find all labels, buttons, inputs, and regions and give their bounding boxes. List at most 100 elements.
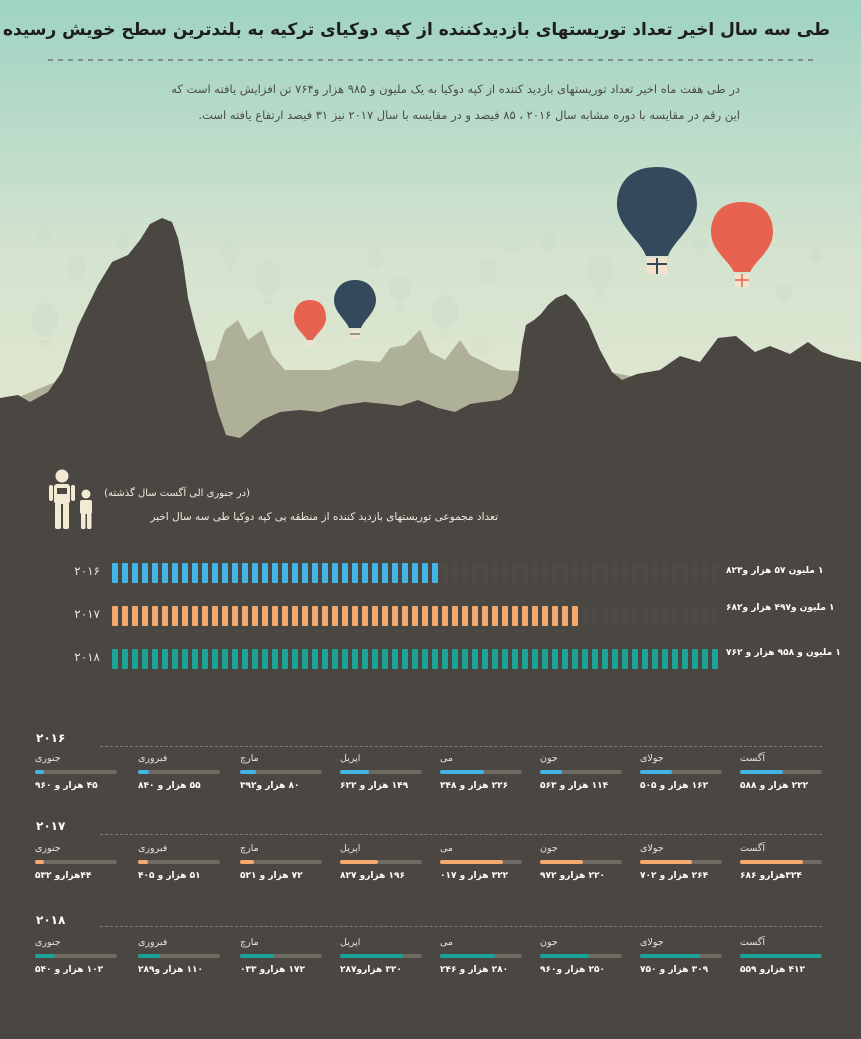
month-value-label: ۳۰۹ هزار و ۷۵۰	[640, 965, 709, 975]
intro-line-2: این رقم در مقایسه با دوره مشابه سال ۲۰۱۶…	[198, 108, 740, 122]
total-bar-segment-filled	[192, 606, 198, 626]
total-bar-segment-empty	[692, 606, 698, 626]
section-divider	[100, 746, 822, 747]
total-bar-segment-filled	[112, 563, 118, 583]
total-bar-segment-empty	[592, 606, 598, 626]
month-value-label: ۴۱۲ هزارو ۵۵۹	[740, 965, 805, 975]
month-bar	[540, 954, 589, 958]
total-bar-segment-filled	[352, 649, 358, 669]
total-bar-segment-filled	[422, 563, 428, 583]
total-bar-segment-empty	[682, 563, 688, 583]
total-bar-segment-filled	[542, 649, 548, 669]
total-bar-segment-filled	[232, 563, 238, 583]
month-name: اپریل	[340, 843, 361, 854]
month-value-label: ۴۵ هزار و ۹۶۰	[35, 781, 98, 791]
total-bar-segment-filled	[502, 649, 508, 669]
month-name: جنوری	[35, 843, 61, 854]
total-bar-segment-empty	[512, 563, 518, 583]
total-bar-segment-empty	[472, 563, 478, 583]
total-bar-segment-filled	[172, 563, 178, 583]
total-bar-segment-filled	[422, 606, 428, 626]
month-value-label: ۱۶۲ هزار و ۵۰۵	[640, 781, 709, 791]
total-bar-segment-filled	[482, 649, 488, 669]
month-bar-track	[540, 954, 622, 958]
total-bar-segment-filled	[432, 649, 438, 669]
total-bar-segment-filled	[322, 563, 328, 583]
small-navy-balloon	[334, 280, 376, 338]
month-name: فبروری	[138, 937, 168, 948]
total-bar-segment-filled	[152, 606, 158, 626]
section-divider	[100, 926, 822, 927]
total-bar-segment-filled	[622, 649, 628, 669]
total-bar-segment-empty	[532, 563, 538, 583]
total-year-label: ۲۰۱۷	[74, 607, 100, 621]
month-name: می	[440, 753, 454, 764]
total-bar-segment-filled	[312, 563, 318, 583]
month-bar	[440, 770, 484, 774]
month-item: جنوری ۱۰۲ هزار و ۵۴۰	[35, 937, 117, 981]
total-bar-segment-filled	[382, 563, 388, 583]
total-bar-segment-filled	[202, 606, 208, 626]
section-year-2017: ۲۰۱۷	[36, 819, 66, 833]
total-bar-segment-filled	[192, 649, 198, 669]
month-bar	[740, 770, 783, 774]
total-bar-segment-filled	[642, 649, 648, 669]
month-name: آگست	[740, 753, 765, 764]
month-name: می	[440, 937, 454, 948]
total-bar-segment-filled	[172, 606, 178, 626]
month-value-label: ۵۱ هزار و ۴۰۵	[138, 871, 201, 881]
month-item: می ۲۸۰ هزار و ۲۴۶	[440, 937, 522, 981]
month-bar	[440, 860, 503, 864]
total-bar-segment-filled	[242, 563, 248, 583]
month-value-label: ۱۴۹ هزار و ۶۲۲	[340, 781, 409, 791]
total-bar-segment-empty	[662, 606, 668, 626]
total-bar-segment-filled	[242, 649, 248, 669]
month-bar-track	[138, 860, 220, 864]
month-bar	[138, 954, 160, 958]
total-bar-segment-filled	[402, 563, 408, 583]
month-bar-track	[35, 954, 117, 958]
total-bar-segment-filled	[172, 649, 178, 669]
month-bar	[240, 860, 254, 864]
month-name: اپریل	[340, 937, 361, 948]
month-value-label: ۱۱۰ هزار و۲۸۹	[138, 965, 203, 975]
total-bar-segment-filled	[182, 606, 188, 626]
total-bar-segment-filled	[162, 649, 168, 669]
total-bar-segment-filled	[292, 563, 298, 583]
total-bar-segment-filled	[252, 563, 258, 583]
total-bar-segment-filled	[272, 606, 278, 626]
month-value-label: ۳۲۴هزارو ۶۸۶	[740, 871, 802, 881]
month-name: آگست	[740, 937, 765, 948]
month-bar-track	[240, 860, 322, 864]
total-bar-segment-empty	[582, 563, 588, 583]
total-bar-segment-filled	[372, 649, 378, 669]
total-bar-segment-empty	[442, 563, 448, 583]
total-bar-segment-empty	[462, 563, 468, 583]
month-bar-track	[740, 860, 822, 864]
month-bar-track	[640, 770, 722, 774]
total-bar-segment-filled	[252, 649, 258, 669]
total-bar-segment-filled	[332, 649, 338, 669]
month-bar-track	[340, 954, 422, 958]
total-bar-segment-filled	[532, 606, 538, 626]
total-bar-segment-filled	[322, 649, 328, 669]
month-bar	[740, 954, 821, 958]
total-bar-segment-filled	[602, 649, 608, 669]
total-bar-segment-empty	[572, 563, 578, 583]
month-item: فبروری ۵۱ هزار و ۴۰۵	[138, 843, 220, 887]
total-bar-segment-filled	[422, 649, 428, 669]
total-bar-segment-empty	[712, 563, 718, 583]
total-bar-segment-empty	[632, 606, 638, 626]
month-bar-track	[35, 770, 117, 774]
month-bar	[35, 770, 44, 774]
total-bar-segment-filled	[522, 649, 528, 669]
total-bar-segment-filled	[562, 649, 568, 669]
total-bar-segment-filled	[352, 606, 358, 626]
total-bar-segment-filled	[222, 649, 228, 669]
section-year-2016: ۲۰۱۶	[36, 731, 66, 745]
month-value-label: ۱۰۲ هزار و ۵۴۰	[35, 965, 104, 975]
small-red-balloon	[294, 300, 326, 346]
month-value-label: ۲۸۰ هزار و ۲۴۶	[440, 965, 509, 975]
large-red-balloon	[711, 202, 773, 287]
